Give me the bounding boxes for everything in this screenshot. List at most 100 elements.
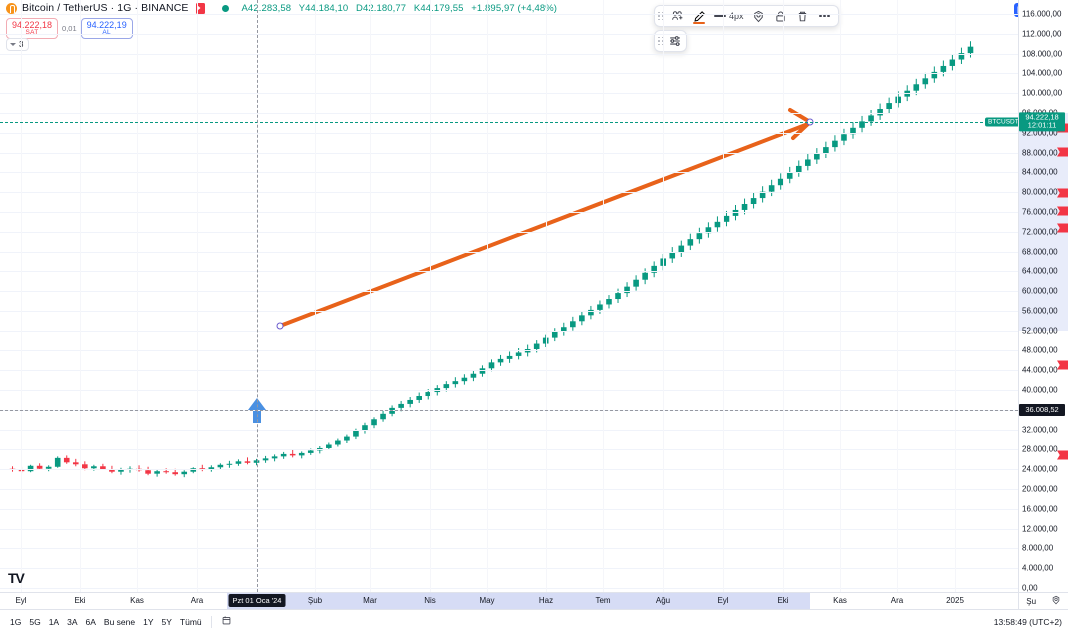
gridline	[0, 508, 1018, 510]
gridline	[897, 0, 898, 592]
time-tick: Ara	[190, 596, 204, 605]
more-options-icon[interactable]	[815, 7, 835, 25]
gridline	[0, 192, 1018, 194]
time-tick: Kas	[130, 596, 144, 605]
gridline	[0, 132, 1018, 134]
range-button-5y[interactable]: 5Y	[161, 616, 172, 627]
chevron-down-icon	[10, 43, 16, 46]
price-tick: 76.000,00	[1022, 207, 1058, 217]
time-axis-corner: Şu	[1018, 592, 1068, 609]
time-tick: Şub	[307, 596, 323, 605]
gridline	[0, 152, 1018, 154]
price-axis[interactable]: 116.000,00 112.000,00 108.000,00 104.000,00…	[1018, 0, 1068, 593]
gridline	[0, 390, 1018, 392]
crosshair-time-tag: Pzt 01 Oca '24	[228, 594, 286, 607]
trash-icon[interactable]	[793, 7, 813, 25]
current-price-line	[0, 121, 1018, 123]
gridline	[80, 0, 81, 592]
unlock-icon[interactable]	[771, 7, 791, 25]
gridline	[0, 370, 1018, 372]
price-tick: 92.000,00	[1022, 128, 1058, 138]
price-tick: 40.000,00	[1022, 385, 1058, 395]
buy-label: AL	[87, 30, 127, 37]
time-axis[interactable]: Eyl Eki Kas Ara Şub Mar Nis May Haz Tem Ağu Eyl Eki K…	[0, 592, 1018, 610]
trend-arrow-drawing	[276, 108, 814, 330]
time-tick: Kas	[833, 596, 847, 605]
gridline	[0, 271, 1018, 273]
tradingview-logo[interactable]: TV	[8, 570, 25, 586]
price-tick: 100.000,00	[1022, 88, 1063, 98]
chart-plot-area[interactable]: BTCUSDT	[0, 0, 1018, 592]
gridline	[430, 0, 431, 592]
gridline	[0, 172, 1018, 174]
price-tick: 64.000,00	[1022, 266, 1058, 276]
time-tick: Eki	[74, 596, 86, 605]
gridline	[0, 251, 1018, 253]
gridline	[21, 0, 22, 592]
gridline	[0, 429, 1018, 431]
gridline	[603, 0, 604, 592]
clock-label: 13:58:49 (UTC+2)	[993, 616, 1062, 627]
drag-handle-icon[interactable]	[658, 35, 664, 47]
price-tick: 60.000,00	[1022, 286, 1058, 296]
object-tree-icon[interactable]	[667, 32, 683, 50]
gridline	[0, 53, 1018, 55]
pen-color-swatch[interactable]	[693, 21, 705, 24]
date-range-icon[interactable]	[217, 613, 236, 630]
divider	[210, 615, 212, 628]
line-width-selector[interactable]: 4px	[711, 11, 747, 21]
time-tick: Eyl	[717, 596, 729, 605]
price-alert-marker[interactable]	[1057, 223, 1068, 233]
price-alert-marker[interactable]	[1057, 188, 1068, 198]
range-button-6a[interactable]: 6A	[85, 616, 96, 627]
range-button-tümü[interactable]: Tümü	[179, 616, 202, 627]
spread-value: 0,01	[62, 24, 77, 34]
gridline	[0, 489, 1018, 491]
gridline	[0, 112, 1018, 114]
sell-label: SAT	[12, 30, 52, 37]
symbol-title[interactable]: Bitcoin / TetherUS · 1G · BINANCE	[22, 2, 189, 14]
price-tick: 84.000,00	[1022, 167, 1058, 177]
range-button-bu-sene[interactable]: Bu sene	[103, 616, 136, 627]
range-button-1a[interactable]: 1A	[48, 616, 60, 627]
price-tick: 116.000,00	[1022, 9, 1062, 19]
time-tick: Ağu	[655, 596, 671, 605]
bitcoin-icon	[6, 2, 17, 14]
ohlc-values: A42.283,58 Y44.184,10 D42.180,77 K44.179…	[242, 3, 563, 14]
symbol-price-badge: BTCUSDT	[985, 117, 1018, 127]
timezone-abbr[interactable]: Şu	[1026, 596, 1037, 606]
price-tick: 12.000,00	[1022, 524, 1058, 534]
price-alert-marker[interactable]	[1057, 206, 1068, 216]
gridline	[0, 231, 1018, 233]
gridline	[0, 93, 1018, 95]
pencil-icon[interactable]	[689, 7, 709, 25]
gridline	[783, 0, 784, 592]
drag-handle-icon[interactable]	[658, 10, 664, 22]
gridline	[840, 0, 841, 592]
price-tick: 112.000,00	[1022, 29, 1062, 39]
price-range-highlight	[1019, 112, 1068, 331]
price-alert-marker[interactable]	[1057, 450, 1068, 460]
price-tick: 108.000,00	[1022, 49, 1063, 59]
price-tick: 20.000,00	[1022, 484, 1058, 494]
gridline	[0, 310, 1018, 312]
price-tick: 44.000,00	[1022, 365, 1058, 375]
price-alert-marker[interactable]	[1057, 360, 1068, 370]
range-button-1g[interactable]: 1G	[10, 616, 22, 627]
range-button-5g[interactable]: 5G	[29, 616, 41, 627]
time-tick: Haz	[538, 596, 554, 605]
price-tick: 52.000,00	[1022, 326, 1058, 336]
ohlc-open: A42.283,58	[241, 2, 292, 14]
current-price-tag[interactable]: 94.222,18 12:01:11	[1019, 112, 1065, 132]
gridline	[0, 449, 1018, 451]
crosshair-price-tag: 36.008,52	[1019, 403, 1065, 416]
time-settings-icon[interactable]	[1051, 595, 1061, 607]
price-tick: 28.000,00	[1022, 444, 1058, 454]
crosshair-vertical	[257, 0, 258, 592]
price-tick: 16.000,00	[1022, 504, 1058, 514]
range-button-3a[interactable]: 3A	[67, 616, 78, 627]
range-button-1y[interactable]: 1Y	[143, 616, 154, 627]
price-alert-marker[interactable]	[1057, 147, 1068, 157]
gridline	[0, 469, 1018, 471]
